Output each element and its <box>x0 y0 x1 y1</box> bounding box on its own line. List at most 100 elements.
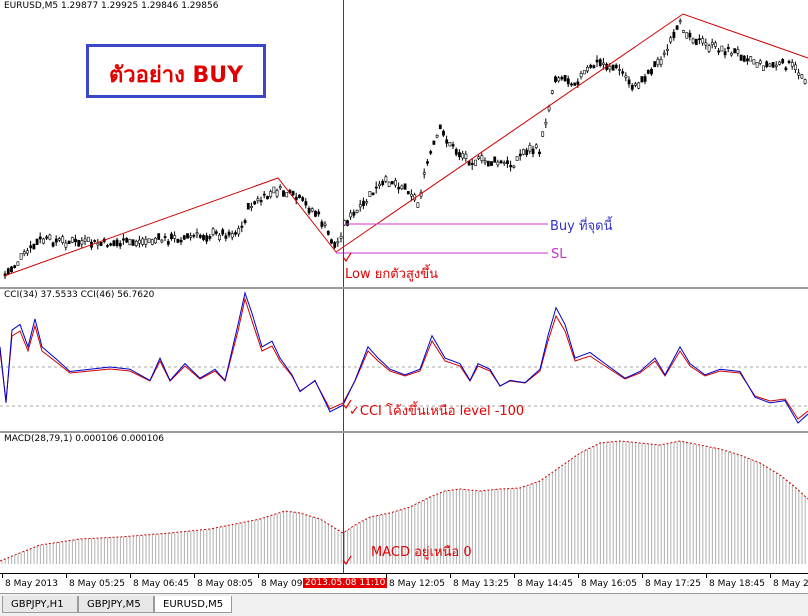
candle-body <box>269 191 273 198</box>
macd-pane[interactable]: MACD(28,79,1) 0.000106 0.000106 MACD อยู… <box>0 433 808 573</box>
time-tick-label: 8 May 14:45 <box>517 579 573 589</box>
candle-body <box>304 201 308 206</box>
candle-body <box>32 243 36 250</box>
candle-body <box>250 206 253 208</box>
tab-eurusd-m5[interactable]: EURUSD,M5 <box>154 596 232 613</box>
candle-body <box>93 240 97 242</box>
time-tick-mark <box>194 574 195 578</box>
candle-body <box>650 68 653 75</box>
candle-body <box>54 238 58 243</box>
candle-body <box>42 238 45 244</box>
candle-body <box>582 70 586 75</box>
candle-body <box>490 161 493 166</box>
candle-body <box>365 201 369 204</box>
candle-body <box>794 64 797 71</box>
candle-body <box>61 236 65 243</box>
time-tick-mark <box>450 574 451 578</box>
candle-body <box>800 74 804 79</box>
candle-body <box>486 160 490 167</box>
candle-body <box>506 160 509 165</box>
tab-gbpjpy-h1[interactable]: GBPJPY,H1 <box>2 596 78 613</box>
candle-body <box>211 228 215 235</box>
candle-body <box>262 193 266 196</box>
time-tick-label: 8 May 20 <box>773 579 808 589</box>
candle-body <box>221 229 225 235</box>
cci46-series-line <box>0 297 808 420</box>
candle-body <box>330 239 333 244</box>
time-tick-label: 8 May 18:45 <box>709 579 765 589</box>
price-chart-canvas[interactable] <box>0 0 808 287</box>
candle-body <box>157 233 161 240</box>
candle-body <box>106 245 109 247</box>
candle-body <box>659 59 663 65</box>
cci-pane[interactable]: CCI(34) 37.5533 CCI(46) 56.7620 ✓CCI โค้… <box>0 289 808 431</box>
time-tick-label: 8 May 06:45 <box>133 579 189 589</box>
candle-body <box>512 165 516 168</box>
candle-body <box>528 144 532 152</box>
candle-body <box>666 48 669 51</box>
price-chart-pane[interactable]: EURUSD,M5 1.29877 1.29925 1.29846 1.2985… <box>0 0 808 287</box>
candle-body <box>509 164 513 168</box>
candle-body <box>557 77 561 82</box>
tab-gbpjpy-m5[interactable]: GBPJPY,M5 <box>78 596 154 613</box>
candle-body <box>390 181 394 185</box>
time-tick-label: 8 May 09: <box>261 579 306 589</box>
candle-body <box>147 238 151 243</box>
candle-body <box>208 236 212 239</box>
candle-body <box>278 186 282 189</box>
buy-annotation: Buy ที่จุดนี้ <box>550 219 613 234</box>
candle-body <box>29 245 33 249</box>
candle-body <box>538 151 541 155</box>
candle-body <box>298 194 301 199</box>
candle-body <box>397 186 401 190</box>
candle-body <box>362 200 365 206</box>
time-tick-mark <box>258 574 259 578</box>
candle-body <box>544 122 548 125</box>
time-tick-label: 8 May 08:05 <box>197 579 253 589</box>
candle-body <box>720 45 724 52</box>
candle-body <box>576 81 580 85</box>
candle-body <box>531 148 535 155</box>
candle-body <box>461 153 465 159</box>
candle-body <box>10 266 13 273</box>
candle-body <box>515 156 519 161</box>
candle-body <box>166 241 170 245</box>
candle-body <box>496 161 500 166</box>
candle-body <box>67 240 71 245</box>
cci34-series-line <box>0 291 808 424</box>
candle-body <box>230 233 234 238</box>
candle-body <box>429 151 433 154</box>
macd-canvas[interactable] <box>0 433 808 573</box>
candle-body <box>438 124 442 130</box>
candle-body <box>474 159 477 166</box>
candle-body <box>403 183 407 190</box>
candle-body <box>730 52 733 56</box>
candle-body <box>64 242 68 248</box>
candle-body <box>384 176 388 182</box>
pane-separator[interactable] <box>0 431 808 433</box>
candle-body <box>726 47 730 50</box>
candle-body <box>323 223 327 226</box>
candle-body <box>13 265 17 269</box>
candle-body <box>774 64 778 67</box>
candle-body <box>771 61 775 68</box>
candle-body <box>96 242 100 246</box>
candle-body <box>608 66 612 70</box>
candle-body <box>282 190 285 197</box>
candle-body <box>275 190 279 197</box>
candle-body <box>435 134 439 138</box>
candle-body <box>554 76 557 83</box>
cci-canvas[interactable] <box>0 289 808 431</box>
macd-annotation: MACD อยู่เหนือ 0 <box>371 545 472 560</box>
candle-body <box>547 106 551 111</box>
candle-body <box>406 191 410 195</box>
candle-body <box>803 79 807 84</box>
pane-separator[interactable] <box>0 287 808 289</box>
candle-body <box>192 234 196 237</box>
time-tick-label: 8 May 12:05 <box>389 579 445 589</box>
candle-body <box>691 38 695 44</box>
candle-body <box>723 51 727 56</box>
candle-body <box>26 250 29 254</box>
candle-body <box>128 238 132 246</box>
candle-body <box>358 204 362 208</box>
